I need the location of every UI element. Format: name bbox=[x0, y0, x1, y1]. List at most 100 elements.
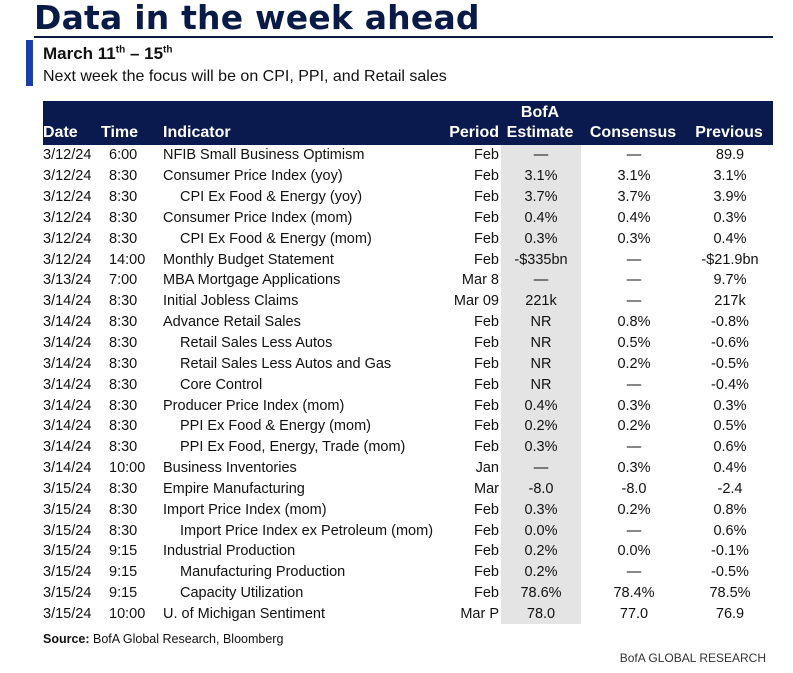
cell-indicator: Advance Retail Sales bbox=[163, 314, 301, 331]
cell-indicator: PPI Ex Food, Energy, Trade (mom) bbox=[180, 439, 406, 456]
cell-bofa-estimate: 3.1% bbox=[501, 165, 581, 187]
cell-previous: 0.8% bbox=[713, 501, 747, 518]
cell-indicator: Producer Price Index (mom) bbox=[163, 397, 345, 414]
cell-previous: 78.5% bbox=[709, 585, 751, 602]
cell-time: 10:00 bbox=[109, 460, 146, 477]
cell-previous: 0.6% bbox=[713, 439, 747, 456]
cell-consensus: 3.7% bbox=[617, 189, 651, 206]
table-row: 3/14/24 8:30 Producer Price Index (mom) Feb… bbox=[43, 395, 773, 416]
cell-consensus: 3.1% bbox=[617, 168, 651, 185]
cell-previous: 0.5% bbox=[713, 418, 747, 435]
cell-bofa-estimate: 0.3% bbox=[501, 436, 581, 458]
cell-bofa-estimate: 0.2% bbox=[501, 561, 581, 583]
cell-previous: -0.8% bbox=[711, 314, 749, 331]
cell-time: 9:15 bbox=[109, 585, 138, 602]
page-title: Data in the week ahead bbox=[34, 0, 480, 37]
cell-bofa-estimate: — bbox=[501, 270, 581, 291]
cell-consensus: 0.8% bbox=[617, 314, 651, 331]
cell-time: 9:15 bbox=[109, 564, 138, 581]
cell-consensus: 0.3% bbox=[617, 397, 651, 414]
footer-brand: BofA GLOBAL RESEARCH bbox=[619, 651, 766, 665]
cell-previous: 0.4% bbox=[713, 230, 747, 247]
table-row: 3/12/24 6:00 NFIB Small Business Optimism F… bbox=[43, 145, 773, 166]
cell-indicator: PPI Ex Food & Energy (mom) bbox=[180, 418, 371, 435]
cell-consensus: — bbox=[626, 564, 642, 581]
cell-period: Feb bbox=[474, 335, 499, 352]
cell-previous: 0.3% bbox=[713, 209, 747, 226]
cell-bofa-estimate: 221k bbox=[501, 290, 581, 312]
accent-bar bbox=[26, 40, 33, 86]
cell-date: 3/14/24 bbox=[43, 439, 92, 456]
table-row: 3/15/24 9:15 Capacity Utilization Feb 78.6% 7… bbox=[43, 582, 773, 604]
cell-consensus: — bbox=[626, 251, 642, 268]
header-bofa-estimate: BofA Estimate bbox=[501, 101, 581, 145]
source-note: Source: BofA Global Research, Bloomberg bbox=[43, 632, 283, 646]
cell-previous: 76.9 bbox=[715, 605, 745, 622]
header-period: Period bbox=[449, 124, 499, 141]
cell-bofa-estimate: 0.2% bbox=[501, 541, 581, 562]
cell-indicator: Core Control bbox=[180, 376, 263, 393]
ordinal-suffix-end: th bbox=[163, 44, 173, 56]
cell-time: 8:30 bbox=[109, 439, 138, 456]
cell-bofa-estimate: -$335bn bbox=[501, 249, 581, 271]
cell-period: Feb bbox=[474, 418, 499, 435]
cell-period: Feb bbox=[474, 251, 499, 268]
economic-calendar-table: Date Time Indicator Period BofA Estimate … bbox=[43, 101, 773, 625]
cell-period: Feb bbox=[474, 397, 499, 414]
table-row: 3/15/24 9:15 Manufacturing Production Feb 0.… bbox=[43, 561, 773, 583]
cell-consensus: — bbox=[626, 376, 642, 393]
cell-period: Feb bbox=[474, 501, 499, 518]
header-bofa-label: BofA bbox=[520, 104, 560, 121]
focus-summary: Next week the focus will be on CPI, PPI,… bbox=[43, 68, 447, 85]
cell-consensus: — bbox=[626, 439, 642, 456]
header-consensus: Consensus bbox=[589, 124, 677, 141]
cell-indicator: Business Inventories bbox=[163, 460, 297, 477]
cell-bofa-estimate: -8.0 bbox=[501, 478, 581, 500]
cell-date: 3/15/24 bbox=[43, 543, 92, 560]
cell-consensus: 0.4% bbox=[617, 209, 651, 226]
cell-previous: -$21.9bn bbox=[701, 251, 759, 268]
table-header-row: Date Time Indicator Period BofA Estimate … bbox=[43, 101, 773, 145]
cell-previous: 217k bbox=[714, 293, 746, 310]
cell-time: 8:30 bbox=[109, 501, 138, 518]
cell-indicator: Initial Jobless Claims bbox=[163, 293, 299, 310]
table-row: 3/12/24 8:30 CPI Ex Food & Energy (yoy) Feb… bbox=[43, 186, 773, 208]
cell-previous: -0.1% bbox=[711, 543, 749, 560]
cell-date: 3/15/24 bbox=[43, 564, 92, 581]
cell-consensus: 0.5% bbox=[617, 335, 651, 352]
cell-date: 3/15/24 bbox=[43, 480, 92, 497]
cell-consensus: 0.3% bbox=[617, 460, 651, 477]
cell-previous: 9.7% bbox=[713, 272, 747, 289]
cell-time: 8:30 bbox=[109, 522, 138, 539]
cell-consensus: — bbox=[626, 522, 642, 539]
cell-time: 8:30 bbox=[109, 168, 138, 185]
cell-time: 8:30 bbox=[109, 230, 138, 247]
table-row: 3/14/24 8:30 Advance Retail Sales Feb NR 0.8%… bbox=[43, 311, 773, 333]
cell-bofa-estimate: NR bbox=[501, 353, 581, 375]
cell-previous: 3.9% bbox=[713, 189, 747, 206]
cell-consensus: 77.0 bbox=[619, 605, 649, 622]
source-label: Source: bbox=[43, 632, 90, 646]
cell-bofa-estimate: 0.2% bbox=[501, 415, 581, 437]
cell-indicator: Retail Sales Less Autos bbox=[180, 335, 333, 352]
cell-time: 9:15 bbox=[109, 543, 138, 560]
table-row: 3/14/24 8:30 Initial Jobless Claims Mar 09 2… bbox=[43, 290, 773, 312]
cell-bofa-estimate: NR bbox=[501, 374, 581, 396]
cell-time: 8:30 bbox=[109, 293, 138, 310]
title-divider bbox=[34, 36, 773, 38]
table-row: 3/14/24 8:30 PPI Ex Food, Energy, Trade (m… bbox=[43, 436, 773, 458]
cell-time: 8:30 bbox=[109, 480, 138, 497]
table-row: 3/14/24 8:30 PPI Ex Food & Energy (mom) Feb… bbox=[43, 415, 773, 437]
cell-indicator: Empire Manufacturing bbox=[163, 480, 305, 497]
cell-time: 8:30 bbox=[109, 335, 138, 352]
cell-indicator: NFIB Small Business Optimism bbox=[163, 147, 365, 164]
source-text: BofA Global Research, Bloomberg bbox=[89, 632, 284, 646]
cell-indicator: U. of Michigan Sentiment bbox=[163, 605, 325, 622]
cell-previous: 0.4% bbox=[713, 460, 747, 477]
cell-time: 8:30 bbox=[109, 314, 138, 331]
table-row: 3/13/24 7:00 MBA Mortgage Applications Mar … bbox=[43, 270, 773, 291]
table-row: 3/14/24 10:00 Business Inventories Jan — 0.3%… bbox=[43, 457, 773, 479]
table-row: 3/15/24 8:30 Import Price Index ex Petrole… bbox=[43, 520, 773, 542]
cell-period: Feb bbox=[474, 585, 499, 602]
cell-period: Feb bbox=[474, 564, 499, 581]
